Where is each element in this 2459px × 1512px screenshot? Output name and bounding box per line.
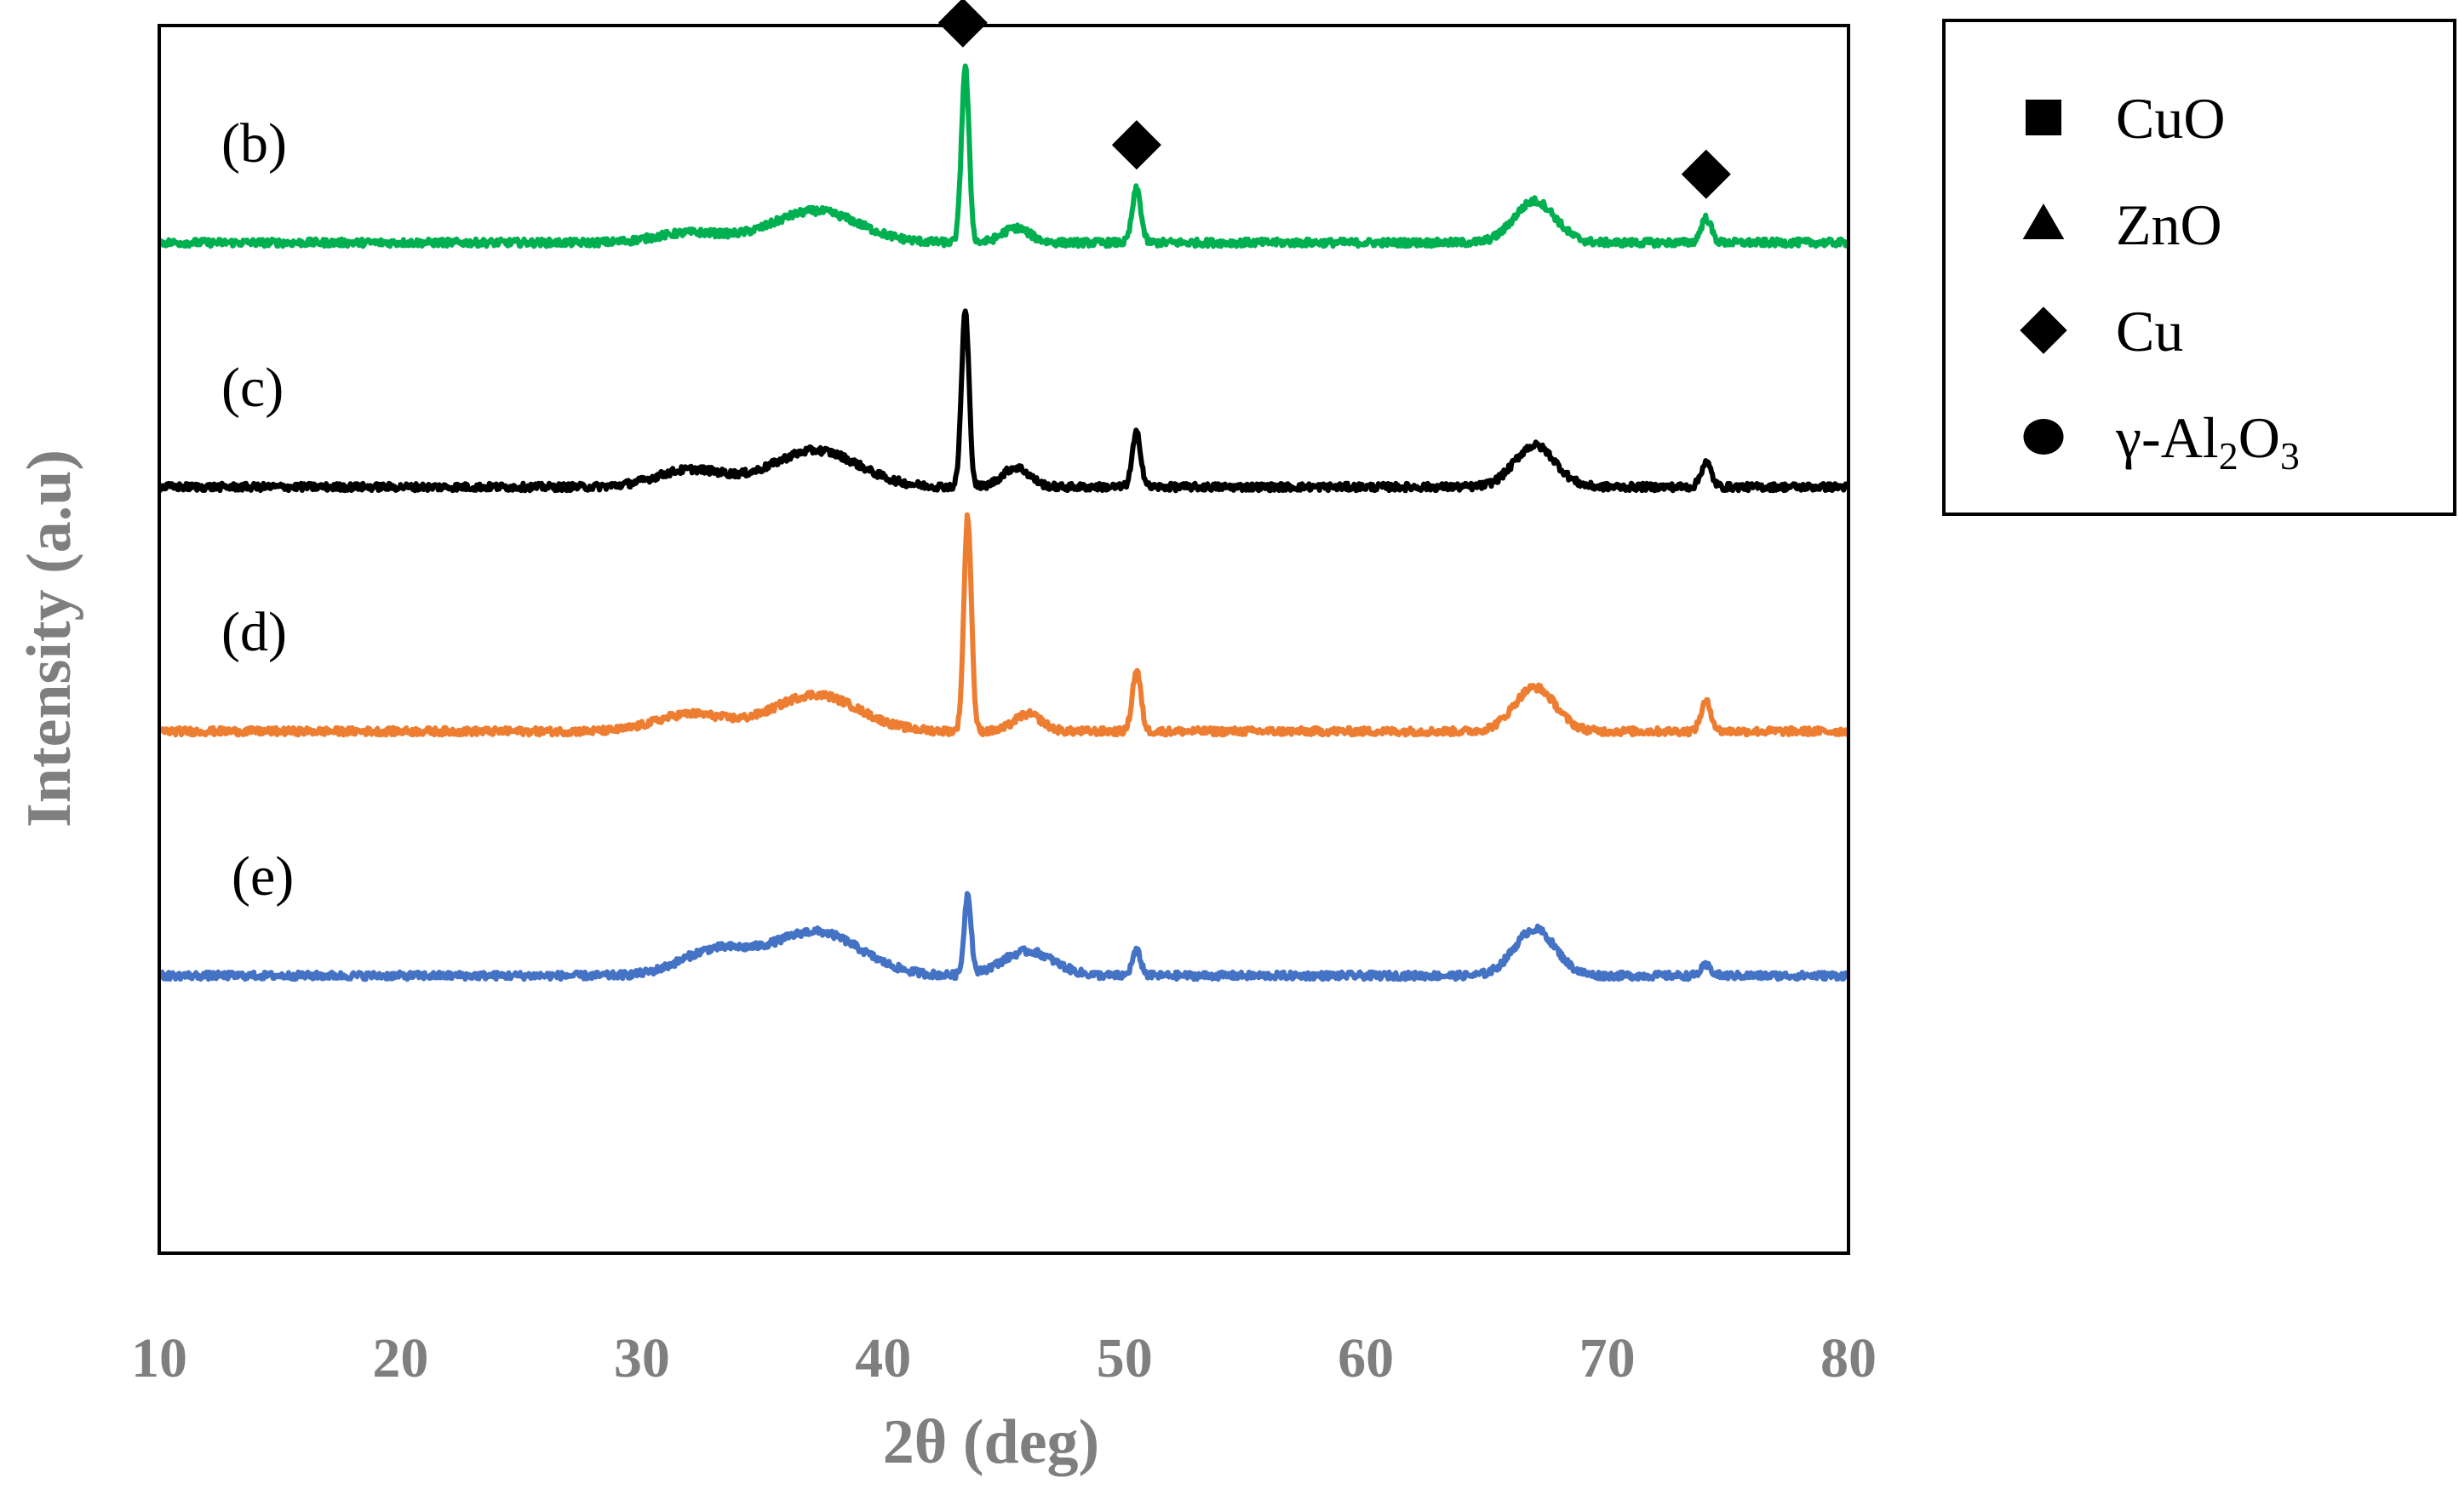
diamond-marker-13: [1681, 149, 1731, 199]
phase-markers: [937, 0, 1731, 199]
series-line-5: [159, 891, 1849, 982]
legend-label-2: ZnO: [2116, 192, 2222, 257]
series-label-3: (c): [221, 357, 284, 419]
series-label-4: (d): [221, 601, 287, 663]
x-tick-label: 70: [1579, 1327, 1636, 1389]
legend-label-4: γ-Al2O3: [2115, 405, 2300, 478]
y-axis-title: Intensity (a.u): [14, 450, 84, 828]
x-tick-label: 40: [855, 1327, 911, 1389]
plot-frame: [158, 24, 1850, 1255]
legend-label-1: CuO: [2116, 86, 2225, 151]
legend-label-3: Cu: [2116, 299, 2183, 364]
legend-circle-icon: [2023, 419, 2064, 455]
x-tick-label: 20: [372, 1327, 428, 1389]
legend-diamond-icon: [2020, 306, 2067, 354]
series-group: [159, 0, 1849, 982]
series-labels: (a)(b)(c)(d)(e): [221, 112, 294, 908]
legend-square-icon: [2026, 100, 2061, 135]
diamond-marker-11: [937, 0, 988, 48]
legend-triangle-icon: [2022, 203, 2065, 239]
x-axis-title: 2θ (deg): [883, 1407, 1099, 1477]
x-tick-label: 50: [1097, 1327, 1153, 1389]
legend: CuO ZnO Cu γ-Al2O3: [1942, 19, 2456, 516]
series-label-5: (e): [232, 845, 294, 908]
diamond-marker-12: [1111, 120, 1161, 170]
series-label-2: (b): [221, 112, 287, 175]
legend-frame: [1942, 19, 2456, 516]
series-line-4: [159, 512, 1849, 738]
x-tick-label: 80: [1820, 1327, 1877, 1389]
series-line-1: [159, 0, 1849, 2]
x-tick-label: 10: [131, 1327, 187, 1389]
x-tick-label: 30: [614, 1327, 670, 1389]
x-tick-label: 60: [1338, 1327, 1394, 1389]
series-line-3: [159, 308, 1849, 494]
x-axis-ticks: 10 20 30 40 50 60 70 80: [131, 1327, 1877, 1389]
series-line-2: [159, 63, 1849, 249]
